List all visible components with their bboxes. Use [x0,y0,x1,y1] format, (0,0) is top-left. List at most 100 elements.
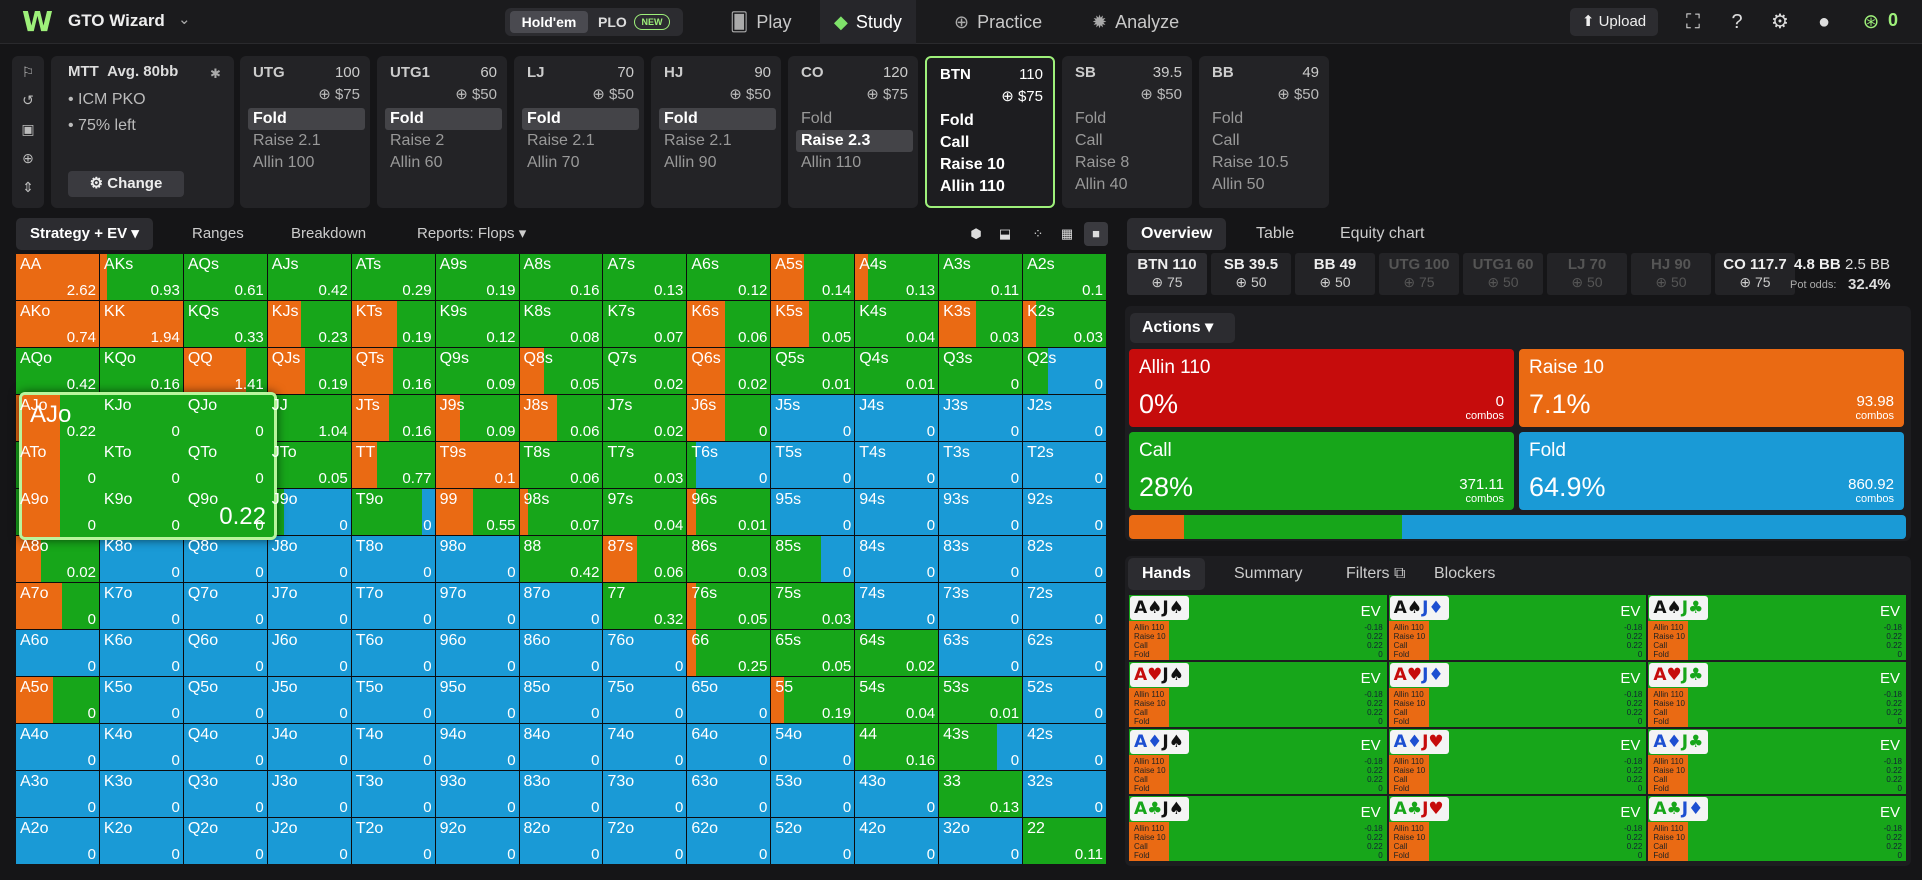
hand-cell[interactable]: J2s 0 [1023,395,1106,441]
position-action[interactable]: Allin 70 [527,154,580,171]
tab-blockers[interactable]: Blockers [1434,565,1496,582]
hand-cell[interactable]: T6s 0 [687,442,771,488]
hand-cell[interactable]: 55 0.19 [771,677,855,723]
combo-cell[interactable]: A♣J♠ EV Allin 110 Raise 10 Call Fold -0.18 0.22… [1129,796,1387,861]
position-action[interactable]: Call [1212,132,1240,149]
gear-icon[interactable]: ⚙ [1771,11,1789,33]
hand-cell[interactable]: Q9s 0.09 [435,348,519,394]
hand-cell[interactable]: 92o 0 [435,818,519,864]
hand-cell[interactable]: Q2s 0 [1023,348,1106,394]
combo-cell[interactable]: A♥J♠ EV Allin 110 Raise 10 Call Fold -0.18 0.22… [1129,662,1387,727]
position-action[interactable]: Fold [1212,110,1244,127]
hand-cell[interactable]: T6o 0 [351,630,435,676]
hand-cell[interactable]: 33 0.13 [939,771,1023,817]
hand-cell[interactable]: J6s 0 [687,395,771,441]
hand-cell[interactable]: K7o 0 [99,583,183,629]
hand-cell[interactable]: T9o 0 [351,489,435,535]
hand-cell[interactable]: 87s 0.06 [603,536,687,582]
hand-cell[interactable]: Q6o 0 [183,630,267,676]
hand-cell[interactable]: K8o 0 [99,536,183,582]
position-action[interactable]: Raise 10.5 [1212,154,1289,171]
hand-cell[interactable]: J3o 0 [267,771,351,817]
hand-cell[interactable]: T3o 0 [351,771,435,817]
tab-strategy-ev[interactable]: Strategy + EV ▾ [16,218,153,250]
combo-cell[interactable]: A♥J♣ EV Allin 110 Raise 10 Call Fold -0.18 0.22… [1648,662,1906,727]
user-icon[interactable]: ● [1817,11,1831,33]
hand-cell[interactable]: K2s 0.03 [1023,301,1106,347]
hand-cell[interactable]: 42o 0 [855,818,939,864]
hand-cell[interactable]: AQo 0.42 [16,348,99,394]
save-icon[interactable]: ▣ [21,121,35,137]
hand-cell[interactable]: Q4s 0.01 [855,348,939,394]
position-action[interactable]: Fold [801,110,833,127]
hand-cell[interactable]: 86o 0 [519,630,603,676]
hand-cell[interactable]: 74s 0 [855,583,939,629]
tab-hands[interactable]: Hands [1128,558,1205,590]
hand-cell[interactable]: 83o 0 [519,771,603,817]
hand-cell[interactable]: T9s 0.1 [435,442,519,488]
hand-cell[interactable]: QTs 0.16 [351,348,435,394]
hand-cell[interactable]: A6s 0.12 [687,254,771,300]
hand-cell[interactable]: J8s 0.06 [519,395,603,441]
hand-cell[interactable]: A4o 0 [16,724,99,770]
position-action[interactable]: Fold [248,108,365,130]
hand-cell[interactable]: K6o 0 [99,630,183,676]
hand-cell[interactable]: 52o 0 [771,818,855,864]
hand-cell[interactable]: KQs 0.33 [183,301,267,347]
hand-cell[interactable]: Q5o 0 [183,677,267,723]
hand-cell[interactable]: 76s 0.05 [687,583,771,629]
hand-cell[interactable]: J3s 0 [939,395,1023,441]
hand-cell[interactable]: A2s 0.1 [1023,254,1106,300]
hand-cell[interactable]: JTo 0.05 [267,442,351,488]
hand-cell[interactable]: T7s 0.03 [603,442,687,488]
hand-cell[interactable]: K8s 0.08 [519,301,603,347]
hand-cell[interactable]: J7s 0.02 [603,395,687,441]
hand-cell[interactable]: J7o 0 [267,583,351,629]
hand-cell[interactable]: 42s 0 [1023,724,1106,770]
pin-icon[interactable]: ✱ [210,66,221,81]
plo-toggle[interactable]: PLO [598,14,627,30]
position-action[interactable]: Raise 2.1 [253,132,321,149]
position-action[interactable]: Allin 90 [664,154,717,171]
hand-cell[interactable]: 93o 0 [435,771,519,817]
hand-cell[interactable]: T5o 0 [351,677,435,723]
hand-cell[interactable]: KTs 0.19 [351,301,435,347]
tab-breakdown[interactable]: Breakdown [291,225,367,242]
hand-cell[interactable]: 84o 0 [519,724,603,770]
history-icon[interactable]: ↺ [22,92,34,108]
hand-cell[interactable]: 73o 0 [603,771,687,817]
position-action[interactable]: Call [1075,132,1103,149]
position-action[interactable]: Fold [659,108,776,130]
hand-cell[interactable]: TT 0.77 [351,442,435,488]
hand-cell[interactable]: A3s 0.11 [939,254,1023,300]
hand-cell[interactable]: T2o 0 [351,818,435,864]
hand-cell[interactable]: 43s 0 [939,724,1023,770]
hand-cell[interactable]: T8o 0 [351,536,435,582]
hand-cell[interactable]: K4s 0.04 [855,301,939,347]
nav-study[interactable]: ◆ Study [820,0,916,44]
hand-cell[interactable]: Q4o 0 [183,724,267,770]
combo-cell[interactable]: A♦J♠ EV Allin 110 Raise 10 Call Fold -0.18 0.22… [1129,729,1387,794]
hand-cell[interactable]: AQs 0.61 [183,254,267,300]
hand-cell[interactable]: T7o 0 [351,583,435,629]
hand-cell[interactable]: ATs 0.29 [351,254,435,300]
help-icon[interactable]: ? [1731,11,1743,33]
hand-cell[interactable]: 94o 0 [435,724,519,770]
position-action[interactable]: Fold [1075,110,1107,127]
hand-detail-popup[interactable]: AJo 0.22 [19,392,277,540]
hand-cell[interactable]: 62s 0 [1023,630,1106,676]
hand-cell[interactable]: 77 0.32 [603,583,687,629]
hand-cell[interactable]: Q3o 0 [183,771,267,817]
seat-chip[interactable]: LJ 70 ⊕ 50 [1547,253,1627,295]
hand-cell[interactable]: 72o 0 [603,818,687,864]
hand-cell[interactable]: JJ 1.04 [267,395,351,441]
hand-cell[interactable]: A7s 0.13 [603,254,687,300]
nav-practice[interactable]: ⊕ Practice [940,0,1056,44]
holdem-toggle[interactable]: Hold'em [510,11,588,33]
hand-cell[interactable]: Q5s 0.01 [771,348,855,394]
hand-cell[interactable]: Q2o 0 [183,818,267,864]
hand-cell[interactable]: 43o 0 [855,771,939,817]
hand-cell[interactable]: 85o 0 [519,677,603,723]
hand-cell[interactable]: T4o 0 [351,724,435,770]
hand-cell[interactable]: Q3s 0 [939,348,1023,394]
